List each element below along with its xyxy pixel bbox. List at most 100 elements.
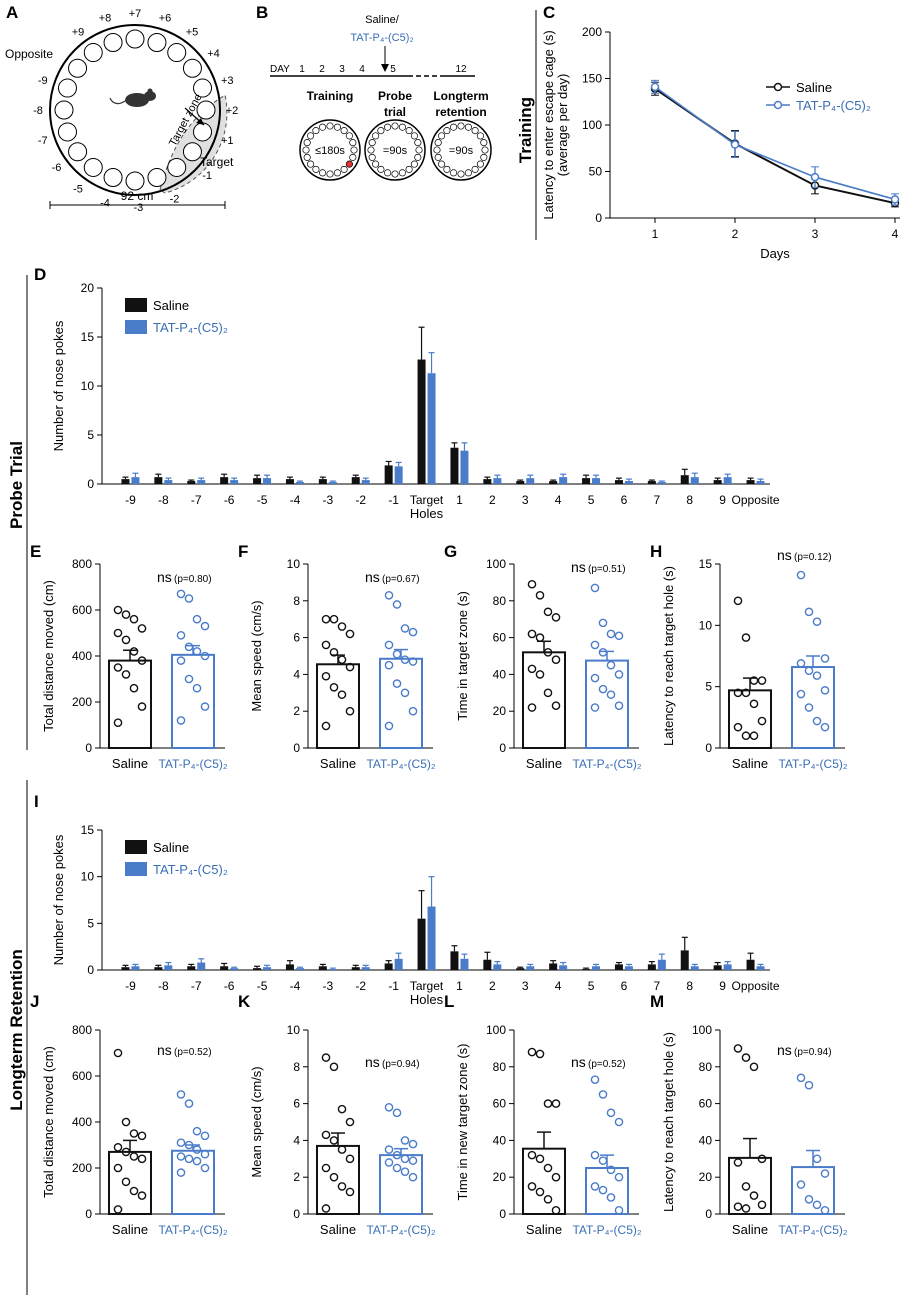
data-point — [121, 610, 131, 619]
data-point — [757, 676, 767, 685]
maze-hole — [182, 58, 202, 78]
x-tick-label: 4 — [555, 979, 562, 993]
data-point — [129, 614, 139, 624]
mini-maze-hole — [415, 146, 423, 154]
x-tick-label: Saline — [112, 1222, 148, 1237]
x-tick-label: 1 — [456, 979, 463, 993]
y-tick-label: 4 — [293, 667, 300, 681]
x-tick-label: Saline — [526, 1222, 562, 1237]
x-tick-label: -6 — [224, 979, 235, 993]
x-tick-label: 3 — [522, 979, 529, 993]
data-point — [614, 701, 624, 710]
y-axis-label: (average per day) — [555, 74, 570, 177]
data-point — [137, 702, 147, 711]
mini-maze-hole — [457, 170, 465, 178]
bar — [295, 968, 304, 970]
bar — [647, 481, 656, 484]
data-point — [337, 655, 347, 664]
x-tick-label: 4 — [892, 227, 899, 241]
data-point — [137, 1131, 147, 1141]
y-tick-label: 10 — [81, 379, 95, 393]
data-point — [543, 1194, 553, 1204]
x-tick-label: -1 — [388, 979, 399, 993]
y-tick-label: 200 — [72, 1161, 92, 1175]
y-tick-label: 0 — [293, 741, 300, 755]
y-axis-label: Number of nose pokes — [51, 834, 66, 965]
bar — [582, 969, 591, 970]
data-point — [129, 1152, 139, 1161]
panel-letter: E — [30, 542, 41, 561]
mini-maze-hole — [312, 127, 320, 135]
panel-letter: B — [256, 3, 268, 22]
y-tick-label: 400 — [72, 649, 92, 663]
maze-hole-label: -8 — [33, 105, 43, 117]
data-point — [796, 659, 806, 668]
maze-hole-labels: +7 +6 +5 +4 +3 +2 +1 -1 -2 -3 -4 -5 -6 -7 -8 -9 +9 +8 — [33, 8, 238, 214]
data-point — [200, 621, 210, 631]
bar — [549, 481, 558, 484]
x-tick-label: Saline — [320, 1222, 356, 1237]
y-tick-label: 0 — [85, 741, 92, 755]
mini-maze-hole — [340, 165, 348, 173]
panel-m: M 0 20 40 60 80 100 Latency to reach target hol… — [650, 992, 848, 1237]
data-point — [614, 1172, 624, 1182]
data-point — [527, 664, 537, 674]
bar — [592, 478, 601, 484]
data-point — [192, 614, 202, 624]
data-point — [345, 1154, 355, 1164]
bar — [220, 477, 229, 484]
panel-b: B Saline/ TAT-P₄-(C5)₂ DAY 1 2 3 4 5 12 Train… — [256, 3, 492, 181]
y-axis-label: Latency to reach target hole (s) — [661, 1032, 676, 1212]
data-point — [113, 1205, 123, 1214]
mini-maze-hole — [443, 165, 451, 173]
bar — [351, 477, 360, 484]
data-point — [392, 679, 402, 688]
bar — [384, 465, 393, 484]
data-point — [384, 1102, 394, 1112]
panel-letter: K — [238, 992, 251, 1011]
x-tick-label: -7 — [191, 493, 202, 507]
data-point — [337, 1104, 347, 1114]
data-point — [192, 647, 202, 656]
significance-label: ns — [365, 1054, 380, 1070]
mini-maze-hole — [333, 169, 341, 177]
mini-maze-hole — [450, 123, 458, 131]
mini-maze-hole — [464, 169, 472, 177]
data-point — [184, 642, 194, 652]
data-point — [796, 570, 806, 580]
x-tick-label: 5 — [588, 493, 595, 507]
data-point — [184, 674, 194, 684]
mini-maze-hole — [433, 146, 441, 154]
y-tick-label: 0 — [705, 1207, 712, 1221]
data-point — [184, 594, 194, 603]
significance-label: ns — [571, 1054, 586, 1070]
significance-label: ns — [571, 559, 586, 575]
y-axis-label: Total distance moved (cm) — [41, 1046, 56, 1198]
data-point — [113, 1163, 123, 1173]
y-tick-label: 2 — [293, 704, 300, 718]
bar — [154, 967, 163, 970]
data-point — [749, 731, 759, 741]
data-point — [527, 703, 537, 712]
y-axis-label: Time in target zone (s) — [455, 591, 470, 721]
p-value-label: (p=0.51) — [588, 564, 626, 575]
bar — [614, 964, 623, 970]
bar — [483, 959, 492, 970]
x-tick-label: Saline — [112, 756, 148, 771]
y-tick-label: 0 — [499, 1207, 506, 1221]
panel-letter: C — [543, 3, 555, 22]
bar — [746, 480, 755, 484]
mini-maze — [299, 119, 361, 181]
maze-hole-label: +2 — [226, 105, 239, 117]
x-tick-label: 6 — [621, 493, 628, 507]
bar — [361, 967, 370, 970]
data-point — [730, 140, 740, 149]
y-tick-label: 10 — [81, 870, 95, 884]
data-point — [192, 1126, 202, 1136]
x-tick-label: Opposite — [732, 979, 780, 993]
data-point — [176, 1168, 186, 1177]
bar — [516, 481, 525, 484]
bar — [121, 967, 130, 970]
significance-label: ns — [777, 1042, 792, 1058]
